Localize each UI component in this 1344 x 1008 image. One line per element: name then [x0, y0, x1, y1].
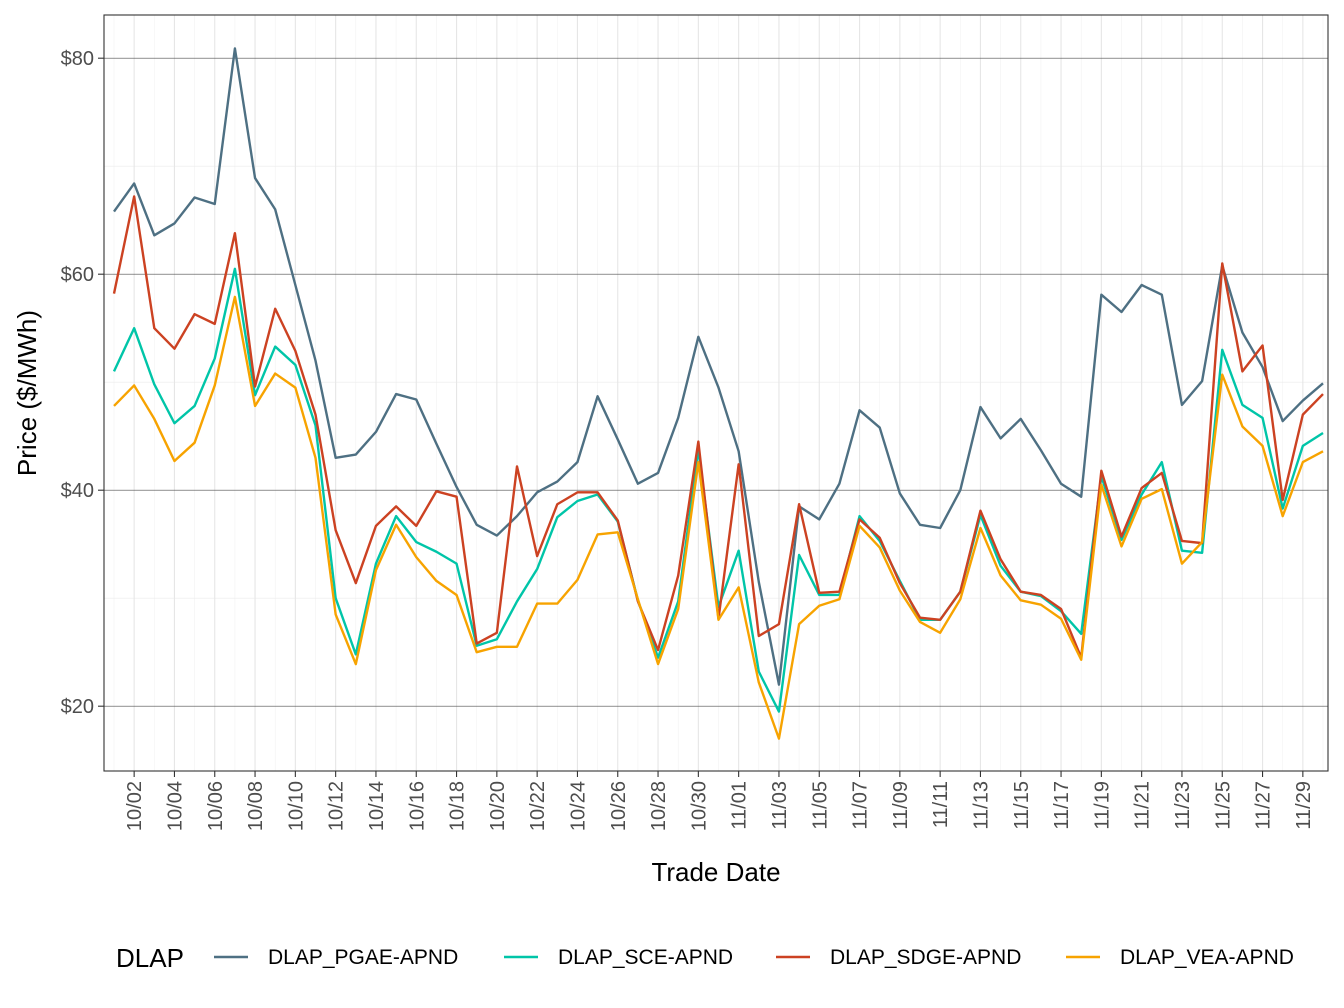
x-axis-tick-labels: 10/02 10/04 10/06 10/08 10/10 10/12 10/14 10/16…: [124, 781, 1315, 831]
x-tick-label: 10/08: [245, 781, 267, 831]
x-tick-label: 11/25: [1212, 781, 1234, 830]
x-tick-label: 10/18: [447, 781, 469, 831]
legend-label-dlap_vea-apnd: DLAP_VEA-APND: [1120, 946, 1294, 969]
legend-title: DLAP: [116, 943, 184, 973]
x-tick-label: 10/16: [406, 781, 428, 831]
y-tick-label: $60: [61, 264, 94, 286]
x-tick-label: 10/04: [164, 781, 186, 831]
x-tick-label: 11/03: [769, 781, 791, 830]
series-line-dlap_sce-apnd: [112, 267, 1324, 713]
y-axis-title: Price ($/MWh): [12, 310, 42, 476]
x-tick-label: 10/10: [285, 781, 307, 831]
series-line-dlap_pgae-apnd: [113, 47, 1324, 686]
x-axis-title: Trade Date: [651, 857, 780, 887]
x-tick-label: 11/29: [1293, 781, 1315, 830]
major-gridlines: [104, 15, 1328, 771]
legend-label-dlap_pgae-apnd: DLAP_PGAE-APND: [268, 946, 458, 969]
x-tick-label: 10/02: [124, 781, 146, 831]
x-tick-label: 11/21: [1132, 781, 1154, 830]
x-tick-label: 11/23: [1172, 781, 1194, 830]
x-tick-label: 10/24: [567, 781, 589, 831]
x-tick-label: 10/28: [648, 781, 670, 831]
y-axis-tick-labels: $20 $40 $60 $80: [61, 48, 94, 718]
x-tick-label: 10/12: [326, 781, 348, 831]
x-tick-label: 10/14: [366, 781, 388, 831]
x-tick-label: 11/09: [890, 781, 912, 830]
legend-label-dlap_sce-apnd: DLAP_SCE-APND: [558, 946, 733, 969]
x-tick-label: 10/20: [487, 781, 509, 831]
series-lines: [112, 47, 1324, 740]
x-tick-label: 10/22: [527, 781, 549, 831]
axis-ticks: [98, 57, 1304, 777]
x-tick-label: 10/30: [688, 781, 710, 831]
legend: DLAP DLAP_PGAE-APND DLAP_SCE-APND DLAP_SDG…: [116, 943, 1294, 973]
y-tick-label: $40: [61, 480, 94, 502]
x-tick-label: 10/06: [205, 781, 227, 831]
y-tick-label: $80: [61, 48, 94, 70]
series-line-dlap_vea-apnd: [113, 295, 1324, 740]
plot-panel-border: [103, 14, 1329, 772]
x-tick-label: 11/27: [1253, 781, 1275, 830]
x-tick-label: 11/17: [1051, 781, 1073, 830]
x-tick-label: 11/01: [729, 781, 751, 830]
x-tick-label: 10/26: [608, 781, 630, 831]
x-tick-label: 11/05: [809, 781, 831, 830]
legend-label-dlap_sdge-apnd: DLAP_SDGE-APND: [830, 946, 1021, 969]
legend-items: DLAP_PGAE-APND DLAP_SCE-APND DLAP_SDGE-APN…: [214, 946, 1294, 969]
x-tick-label: 11/11: [930, 781, 952, 828]
x-tick-label: 11/19: [1091, 781, 1113, 830]
x-tick-label: 11/15: [1011, 781, 1033, 830]
x-tick-label: 11/13: [970, 781, 992, 830]
x-tick-label: 11/07: [850, 781, 872, 830]
y-tick-label: $20: [61, 696, 94, 718]
